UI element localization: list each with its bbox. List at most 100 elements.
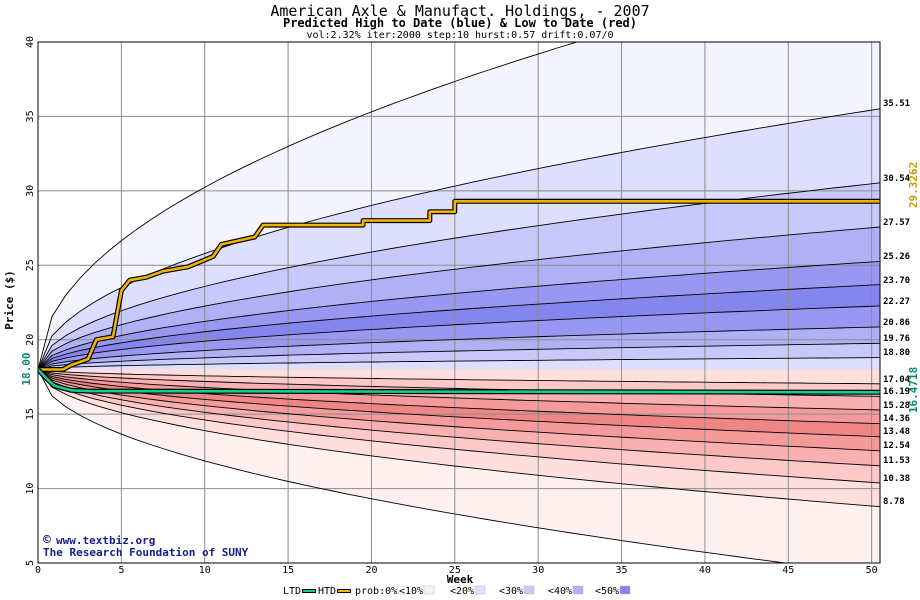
legend-label: prob:0% [355, 586, 397, 597]
upper-band [38, 227, 880, 370]
x-tick-label: 40 [699, 565, 711, 576]
chart-params: vol:2.32% iter:2000 step:10 hurst:0.57 d… [306, 30, 613, 41]
lower-band [38, 369, 880, 466]
upper-band [38, 261, 880, 370]
legend-swatch [474, 585, 486, 595]
lower-band [38, 369, 880, 451]
x-tick-label: 45 [782, 565, 794, 576]
lower-band [38, 369, 880, 507]
quantile-value-label: 16.19 [883, 387, 910, 397]
lower-band [38, 369, 880, 563]
watermark-url: www.textbiz.org [56, 534, 155, 547]
lower-band [38, 369, 880, 384]
y-tick-label: 20 [25, 334, 36, 346]
quantile-value-label: 30.54 [883, 174, 911, 184]
quantile-line [38, 357, 880, 370]
x-axis-label: Week [447, 573, 474, 586]
plot-frame [37, 41, 881, 564]
y-tick-label: 30 [25, 185, 36, 197]
legend: LTD HTD prob:0% <10% <20% <30% <40% <50% [283, 585, 631, 597]
copyright-symbol: © [43, 533, 51, 548]
ltd-value-label: 16.4718 [907, 367, 920, 413]
lower-band [38, 369, 880, 437]
legend-swatch [423, 585, 435, 595]
upper-band [38, 357, 880, 370]
quantile-line [38, 369, 880, 467]
quantile-value-label: 22.27 [883, 297, 910, 307]
quantile-line [38, 369, 880, 385]
legend-swatch [338, 590, 350, 592]
x-tick-label: 0 [35, 565, 41, 576]
y-tick-label: 15 [25, 408, 36, 420]
legend-label: LTD [283, 586, 301, 597]
quantile-value-label: 23.70 [883, 276, 910, 286]
x-tick-label: 20 [365, 565, 377, 576]
quantile-line [38, 108, 880, 370]
quantile-line [38, 369, 880, 438]
x-tick-label: 50 [866, 565, 878, 576]
quantile-value-label: 15.28 [883, 401, 910, 411]
watermark: © www.textbiz.org The Research Foundatio… [43, 533, 249, 559]
quantile-line [38, 369, 880, 411]
upper-band [38, 305, 880, 370]
series-line-htd [38, 200, 880, 371]
quantile-line [38, 284, 880, 370]
series-line-ltd [38, 368, 880, 394]
legend-label: <10% [399, 586, 423, 597]
quantile-line [38, 369, 880, 452]
quantile-value-label: 20.86 [883, 318, 910, 328]
x-tick-label: 30 [532, 565, 544, 576]
x-tick-label: 15 [282, 565, 294, 576]
chart-subtitle: Predicted High to Date (blue) & Low to D… [283, 16, 637, 30]
quantile-line [38, 369, 880, 484]
quantile-line [38, 369, 880, 508]
htd-value-label: 29.3262 [907, 162, 920, 208]
y-tick-label: 40 [25, 36, 36, 48]
legend-label: <20% [450, 586, 474, 597]
quantile-line [38, 369, 789, 563]
plot-area: 0 5 10 15 20 25 30 35 40 45 5051015202530354035.51… [25, 36, 911, 576]
legend-swatch [523, 585, 535, 595]
legend-label: <40% [548, 586, 572, 597]
series [38, 198, 880, 395]
quantile-value-label: 11.53 [883, 456, 910, 466]
lower-band [38, 369, 880, 424]
y-tick-label: 35 [25, 110, 36, 122]
upper-band [38, 182, 880, 370]
quantile-value-label: 19.76 [883, 334, 910, 344]
y-axis-label: Price ($) [3, 270, 16, 330]
legend-swatch [303, 590, 315, 592]
legend-label: <50% [595, 586, 619, 597]
watermark-org: The Research Foundation of SUNY [43, 546, 249, 559]
quantile-line [38, 42, 579, 370]
quantile-line [38, 326, 880, 370]
y-tick-label: 25 [25, 259, 36, 271]
legend-swatch [619, 585, 631, 595]
quantile-line [38, 260, 880, 370]
legend-swatch [572, 585, 584, 595]
quantile-value-label: 13.48 [883, 427, 910, 437]
quantile-value-label: 35.51 [883, 99, 910, 109]
quantile-line [38, 342, 880, 370]
quantile-value-label: 10.38 [883, 474, 910, 484]
quantile-value-label: 27.57 [883, 218, 910, 228]
quantile-value-label: 14.36 [883, 414, 910, 424]
upper-band [38, 108, 880, 370]
quantile-value-label: 17.04 [883, 375, 911, 385]
x-tick-label: 35 [616, 565, 628, 576]
upper-band [38, 343, 880, 370]
quantile-value-label: 12.54 [883, 441, 911, 451]
lower-band [38, 369, 880, 483]
y-tick-label: 10 [25, 483, 36, 495]
quantile-value-label: 8.78 [883, 497, 905, 507]
quantile-line [38, 226, 880, 370]
upper-band [38, 326, 880, 370]
x-tick-label: 10 [199, 565, 211, 576]
legend-swatch [397, 585, 409, 595]
upper-band [38, 284, 880, 370]
x-tick-label: 25 [449, 565, 461, 576]
chart-title: American Axle & Manufact. Holdings, - 20… [270, 2, 649, 20]
x-tick-label: 5 [118, 565, 124, 576]
legend-label: <30% [499, 586, 523, 597]
